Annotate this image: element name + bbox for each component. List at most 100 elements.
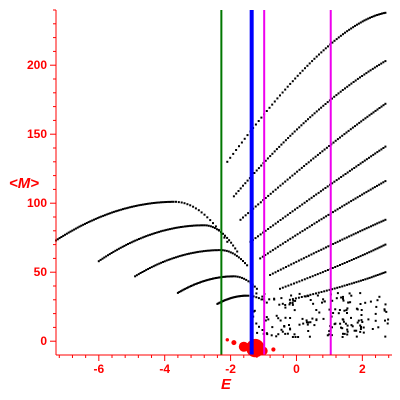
data-point <box>227 297 230 300</box>
data-point <box>215 277 217 279</box>
data-point <box>226 160 229 163</box>
data-point <box>356 321 359 324</box>
data-point <box>235 149 238 151</box>
data-point <box>279 268 282 271</box>
data-point <box>294 234 297 237</box>
data-point <box>306 277 309 280</box>
data-point <box>350 200 353 203</box>
data-point <box>359 230 362 233</box>
data-point <box>281 182 284 185</box>
data-point <box>313 324 316 327</box>
data-point <box>276 245 279 248</box>
data-point <box>143 270 146 272</box>
data-point <box>112 210 115 213</box>
data-point <box>203 224 206 227</box>
data-point <box>354 125 356 128</box>
data-point <box>370 276 373 279</box>
data-point <box>281 217 284 220</box>
data-point <box>360 309 363 311</box>
data-point <box>348 283 351 286</box>
data-point <box>213 277 216 280</box>
data-point <box>132 240 135 243</box>
data-point <box>290 294 293 297</box>
data-point <box>326 334 329 337</box>
data-point <box>311 317 314 320</box>
data-point <box>343 237 346 240</box>
data-point <box>350 234 353 237</box>
data-point <box>156 263 159 266</box>
data-point <box>228 239 231 242</box>
data-point <box>387 318 390 321</box>
data-point <box>307 330 310 332</box>
data-point <box>350 324 353 327</box>
data-point <box>127 243 129 245</box>
data-point <box>262 231 265 234</box>
data-point <box>379 13 382 15</box>
data-point <box>370 155 373 158</box>
data-point <box>89 220 92 223</box>
data-point <box>343 262 346 264</box>
data-point <box>205 224 208 227</box>
data-point <box>336 265 339 267</box>
data-point <box>110 252 113 254</box>
data-point <box>308 62 311 65</box>
data-point <box>165 259 168 262</box>
data-point <box>176 226 179 229</box>
data-point <box>238 145 240 148</box>
data-point <box>135 274 138 277</box>
data-point <box>359 279 362 282</box>
data-point <box>330 334 333 337</box>
data-point <box>301 203 304 206</box>
data-point <box>372 153 375 156</box>
data-point <box>232 296 235 299</box>
data-point <box>346 324 349 327</box>
data-point <box>339 264 341 266</box>
data-point <box>316 153 319 156</box>
data-point <box>339 239 341 242</box>
data-point <box>296 206 299 209</box>
data-point <box>167 258 170 261</box>
data-point <box>123 244 126 247</box>
data-point <box>331 326 333 329</box>
data-point <box>342 332 344 335</box>
data-point <box>270 334 273 337</box>
data-point <box>357 256 360 259</box>
data-point <box>169 200 171 203</box>
data-point <box>273 150 276 153</box>
data-point <box>271 103 274 106</box>
data-point <box>381 12 384 15</box>
data-point <box>137 273 140 276</box>
data-point <box>158 262 161 265</box>
data-point <box>335 38 338 41</box>
data-point <box>328 145 331 147</box>
data-point <box>318 311 321 314</box>
data-point <box>260 116 263 119</box>
y-tick-label: 150 <box>27 127 47 141</box>
data-point <box>386 322 389 325</box>
data-point <box>368 114 371 117</box>
data-point <box>289 317 292 319</box>
data-point <box>371 187 374 190</box>
data-point <box>181 289 184 292</box>
data-point <box>283 325 286 327</box>
data-point <box>352 258 355 260</box>
data-point <box>227 250 230 253</box>
data-point <box>199 250 202 253</box>
x-tick-label: 2 <box>359 362 366 376</box>
data-point <box>357 164 360 166</box>
data-point <box>242 294 245 297</box>
data-point <box>371 67 374 70</box>
data-point <box>209 219 212 222</box>
data-point <box>354 24 356 27</box>
data-point <box>230 296 233 299</box>
data-point <box>172 227 175 230</box>
data-point <box>288 298 291 301</box>
data-point <box>383 308 386 311</box>
data-point <box>91 219 94 222</box>
data-point <box>154 201 157 204</box>
data-point <box>284 304 287 306</box>
data-point <box>343 204 346 207</box>
data-point <box>158 230 161 233</box>
data-point <box>376 247 379 250</box>
data-point <box>375 305 378 308</box>
